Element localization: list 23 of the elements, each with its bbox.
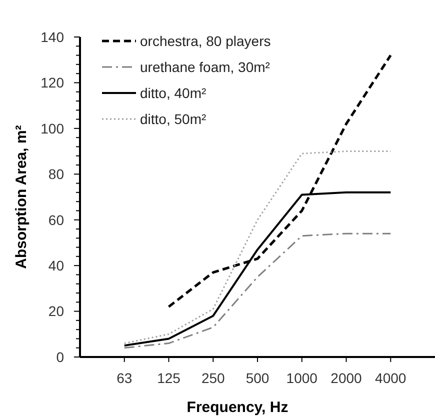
legend-label: ditto, 50m² — [140, 111, 206, 127]
y-tick-label: 0 — [56, 348, 64, 365]
line-series — [124, 232, 392, 349]
x-tick-label: 250 — [201, 370, 226, 386]
y-tick-label: 60 — [48, 212, 64, 228]
legend-label: ditto, 40m² — [140, 85, 206, 101]
x-tick-label: 500 — [246, 370, 270, 386]
y-tick-label: 80 — [48, 166, 64, 182]
legend-label: urethane foam, 30m² — [140, 59, 270, 75]
y-tick-label: 40 — [48, 257, 64, 274]
y-axis-title: Absorption Area, m² — [13, 125, 30, 269]
x-tick-label: 63 — [116, 370, 132, 386]
x-tick-label: 125 — [157, 370, 181, 386]
x-tick-label: 2000 — [330, 370, 362, 386]
y-tick-label: 100 — [40, 120, 64, 136]
line-series — [124, 150, 392, 344]
y-tick-label: 120 — [40, 74, 64, 91]
y-tick-label: 140 — [40, 28, 64, 45]
x-axis-title: Frequency, Hz — [186, 399, 288, 416]
x-tick-label: 1000 — [286, 370, 318, 386]
x-tick-label: 4000 — [375, 370, 406, 386]
y-tick-label: 20 — [48, 303, 64, 320]
legend-label: orchestra, 80 players — [140, 33, 271, 49]
